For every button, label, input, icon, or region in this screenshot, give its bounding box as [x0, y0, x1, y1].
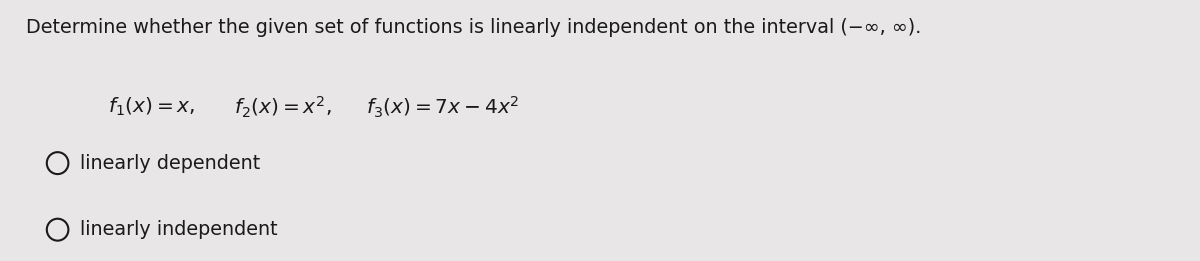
- Text: $f_3(x) = 7x - 4x^2$: $f_3(x) = 7x - 4x^2$: [366, 95, 520, 121]
- Text: Determine whether the given set of functions is linearly independent on the inte: Determine whether the given set of funct…: [26, 18, 922, 37]
- Text: linearly independent: linearly independent: [80, 220, 278, 239]
- Text: $f_1(x) = x,$: $f_1(x) = x,$: [108, 95, 196, 117]
- Text: $f_2(x) = x^2,$: $f_2(x) = x^2,$: [234, 95, 331, 121]
- Text: linearly dependent: linearly dependent: [80, 154, 260, 173]
